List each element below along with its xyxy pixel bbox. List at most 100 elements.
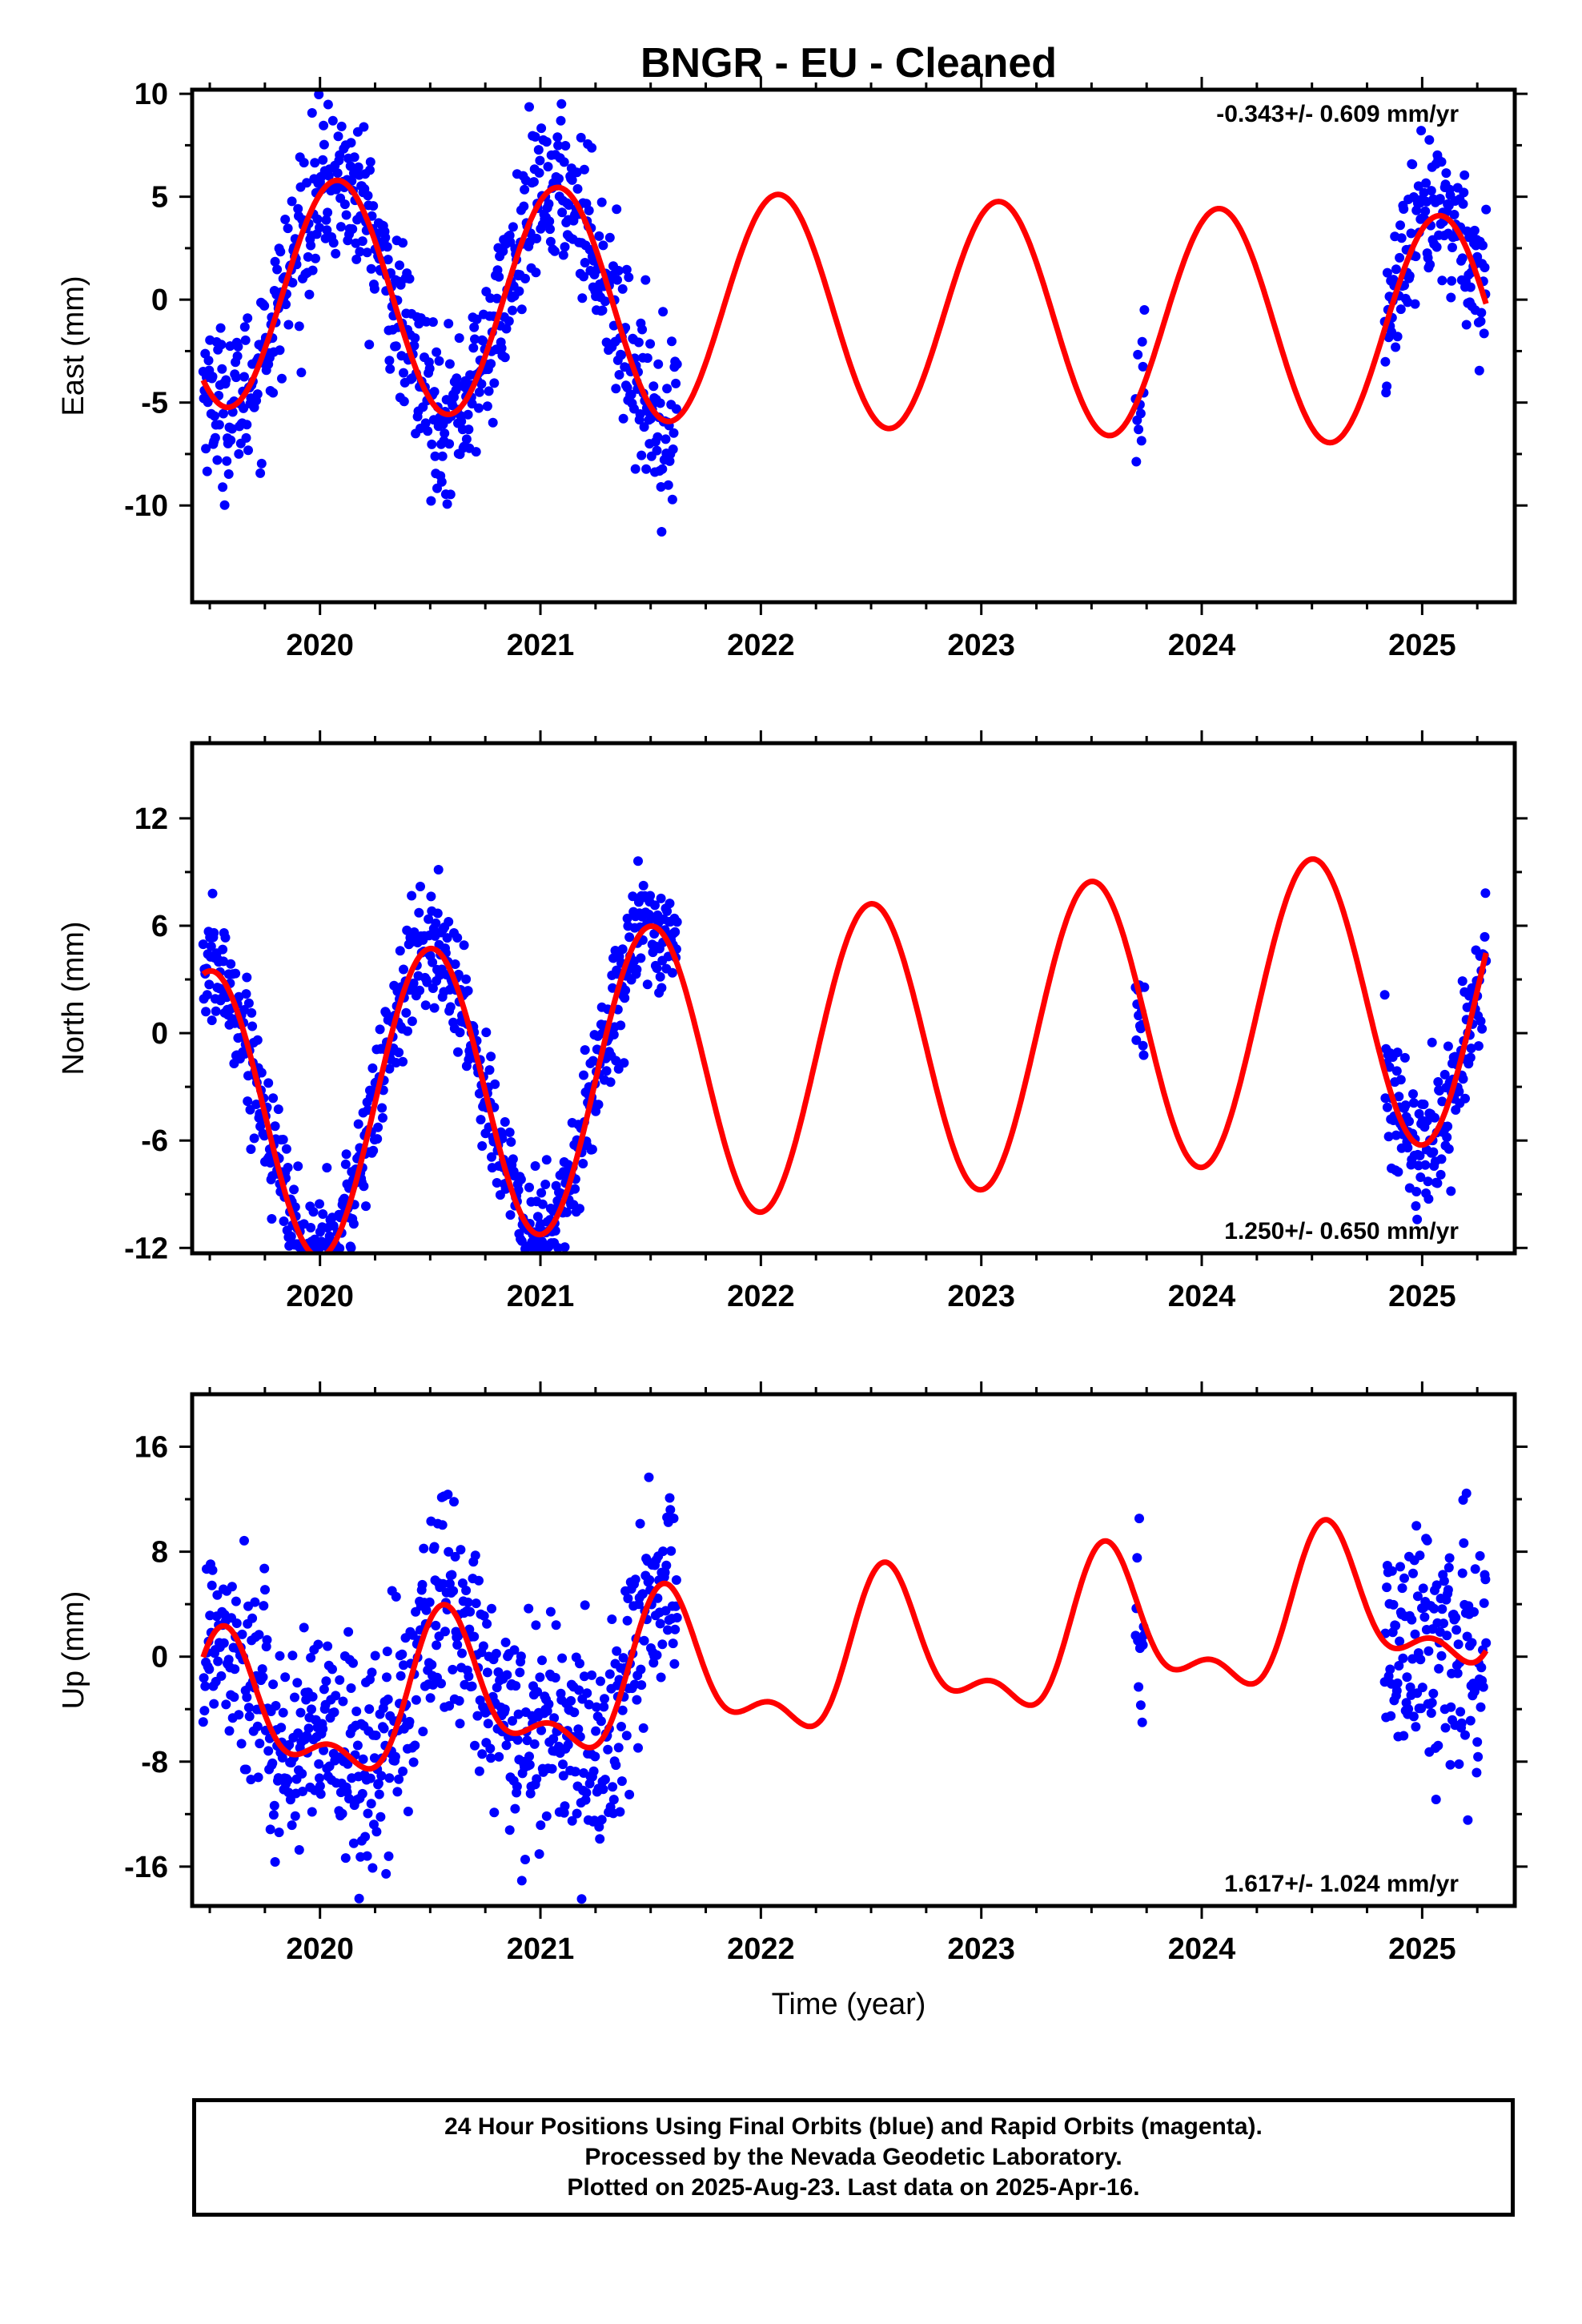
- data-point: [260, 1585, 270, 1595]
- data-point: [456, 416, 467, 427]
- data-point: [471, 447, 481, 457]
- data-point: [437, 451, 448, 461]
- data-point: [1431, 242, 1442, 252]
- data-point: [590, 1751, 600, 1762]
- data-point: [1408, 1568, 1418, 1578]
- data-point: [588, 1766, 599, 1776]
- data-point: [247, 1613, 258, 1623]
- data-point: [293, 1161, 303, 1172]
- data-point: [396, 279, 406, 290]
- data-point: [1415, 1172, 1426, 1182]
- data-point: [1443, 1585, 1453, 1595]
- data-point: [410, 1740, 420, 1751]
- data-point: [477, 1141, 488, 1151]
- data-point: [575, 1204, 584, 1214]
- data-point: [331, 248, 341, 259]
- data-point: [1428, 1688, 1439, 1699]
- data-point: [348, 1219, 359, 1229]
- data-point: [1477, 1023, 1488, 1034]
- data-point: [1411, 1201, 1421, 1211]
- data-point: [486, 359, 496, 369]
- data-point: [1394, 1092, 1404, 1102]
- data-point: [1457, 976, 1468, 987]
- data-point: [461, 434, 472, 444]
- data-point: [340, 1159, 351, 1169]
- data-point: [1437, 275, 1447, 286]
- data-point: [622, 1615, 632, 1626]
- data-point: [394, 1774, 404, 1784]
- data-point: [492, 293, 502, 304]
- data-point: [1472, 1767, 1482, 1778]
- data-point: [613, 266, 624, 275]
- data-point: [1415, 1655, 1426, 1665]
- data-point: [661, 1560, 672, 1570]
- data-point: [1421, 178, 1431, 188]
- data-point: [545, 1606, 556, 1617]
- data-point: [416, 882, 425, 891]
- data-point: [360, 1831, 371, 1842]
- data-point: [1460, 1730, 1470, 1740]
- data-point: [604, 1669, 615, 1679]
- data-point: [319, 139, 329, 150]
- data-point: [1447, 243, 1457, 252]
- data-point: [267, 1758, 278, 1768]
- data-point: [574, 1685, 584, 1695]
- data-point: [543, 162, 553, 172]
- data-point: [560, 1801, 570, 1811]
- data-point: [198, 939, 208, 950]
- data-point: [645, 891, 656, 901]
- data-point: [215, 323, 226, 333]
- data-point: [397, 1649, 408, 1659]
- data-point: [399, 396, 409, 407]
- data-point: [1404, 1116, 1414, 1127]
- data-point: [658, 1546, 669, 1557]
- data-point: [432, 347, 442, 357]
- y-tick-label: -12: [124, 1232, 168, 1265]
- data-point: [399, 368, 408, 378]
- data-point: [1436, 1154, 1447, 1164]
- data-point: [207, 372, 218, 382]
- velocity-annotation: 1.250+/- 0.650 mm/yr: [1224, 1218, 1459, 1244]
- data-point: [358, 1754, 368, 1764]
- data-point: [1379, 990, 1390, 1000]
- data-point: [536, 1820, 546, 1831]
- data-point: [243, 998, 254, 1008]
- data-point: [1466, 1043, 1476, 1054]
- data-point: [560, 141, 571, 151]
- data-point: [656, 527, 667, 537]
- data-point: [464, 1624, 475, 1634]
- data-point: [408, 978, 419, 988]
- data-point: [550, 1673, 560, 1683]
- data-point: [452, 1640, 463, 1650]
- panel-1: 2020 2021 2022 2023 2024 2025 10 5 0 -5 -10 East (m…: [57, 77, 1528, 662]
- data-point: [221, 1699, 231, 1710]
- data-point: [669, 1659, 680, 1669]
- panel-2: 2020 2021 2022 2023 2024 2025 12 6 0 -6 -12 North (…: [57, 730, 1528, 1313]
- data-point: [1431, 1795, 1441, 1804]
- data-point: [409, 340, 420, 351]
- data-point: [1425, 259, 1435, 270]
- data-point: [335, 1675, 345, 1685]
- data-point: [655, 1618, 665, 1629]
- data-point: [448, 1586, 459, 1596]
- data-point: [1391, 264, 1401, 275]
- data-point: [219, 500, 230, 510]
- y-axis-label: North (mm): [57, 921, 90, 1075]
- velocity-annotation: -0.343+/- 0.609 mm/yr: [1216, 101, 1459, 127]
- x-tick-label: 2023: [947, 1932, 1015, 1966]
- data-point: [364, 340, 375, 350]
- data-point: [637, 324, 648, 335]
- data-point: [428, 1679, 438, 1690]
- data-point: [562, 1207, 572, 1217]
- data-point: [617, 283, 628, 294]
- data-point: [270, 1121, 280, 1132]
- data-point: [1467, 1638, 1477, 1648]
- data-point: [359, 122, 369, 132]
- data-point: [556, 115, 566, 126]
- y-tick-label: 10: [135, 78, 168, 111]
- data-point: [596, 1716, 606, 1727]
- data-point: [584, 205, 594, 215]
- data-point: [1454, 1087, 1464, 1096]
- x-tick-label: 2025: [1388, 629, 1456, 662]
- data-point: [1458, 199, 1468, 209]
